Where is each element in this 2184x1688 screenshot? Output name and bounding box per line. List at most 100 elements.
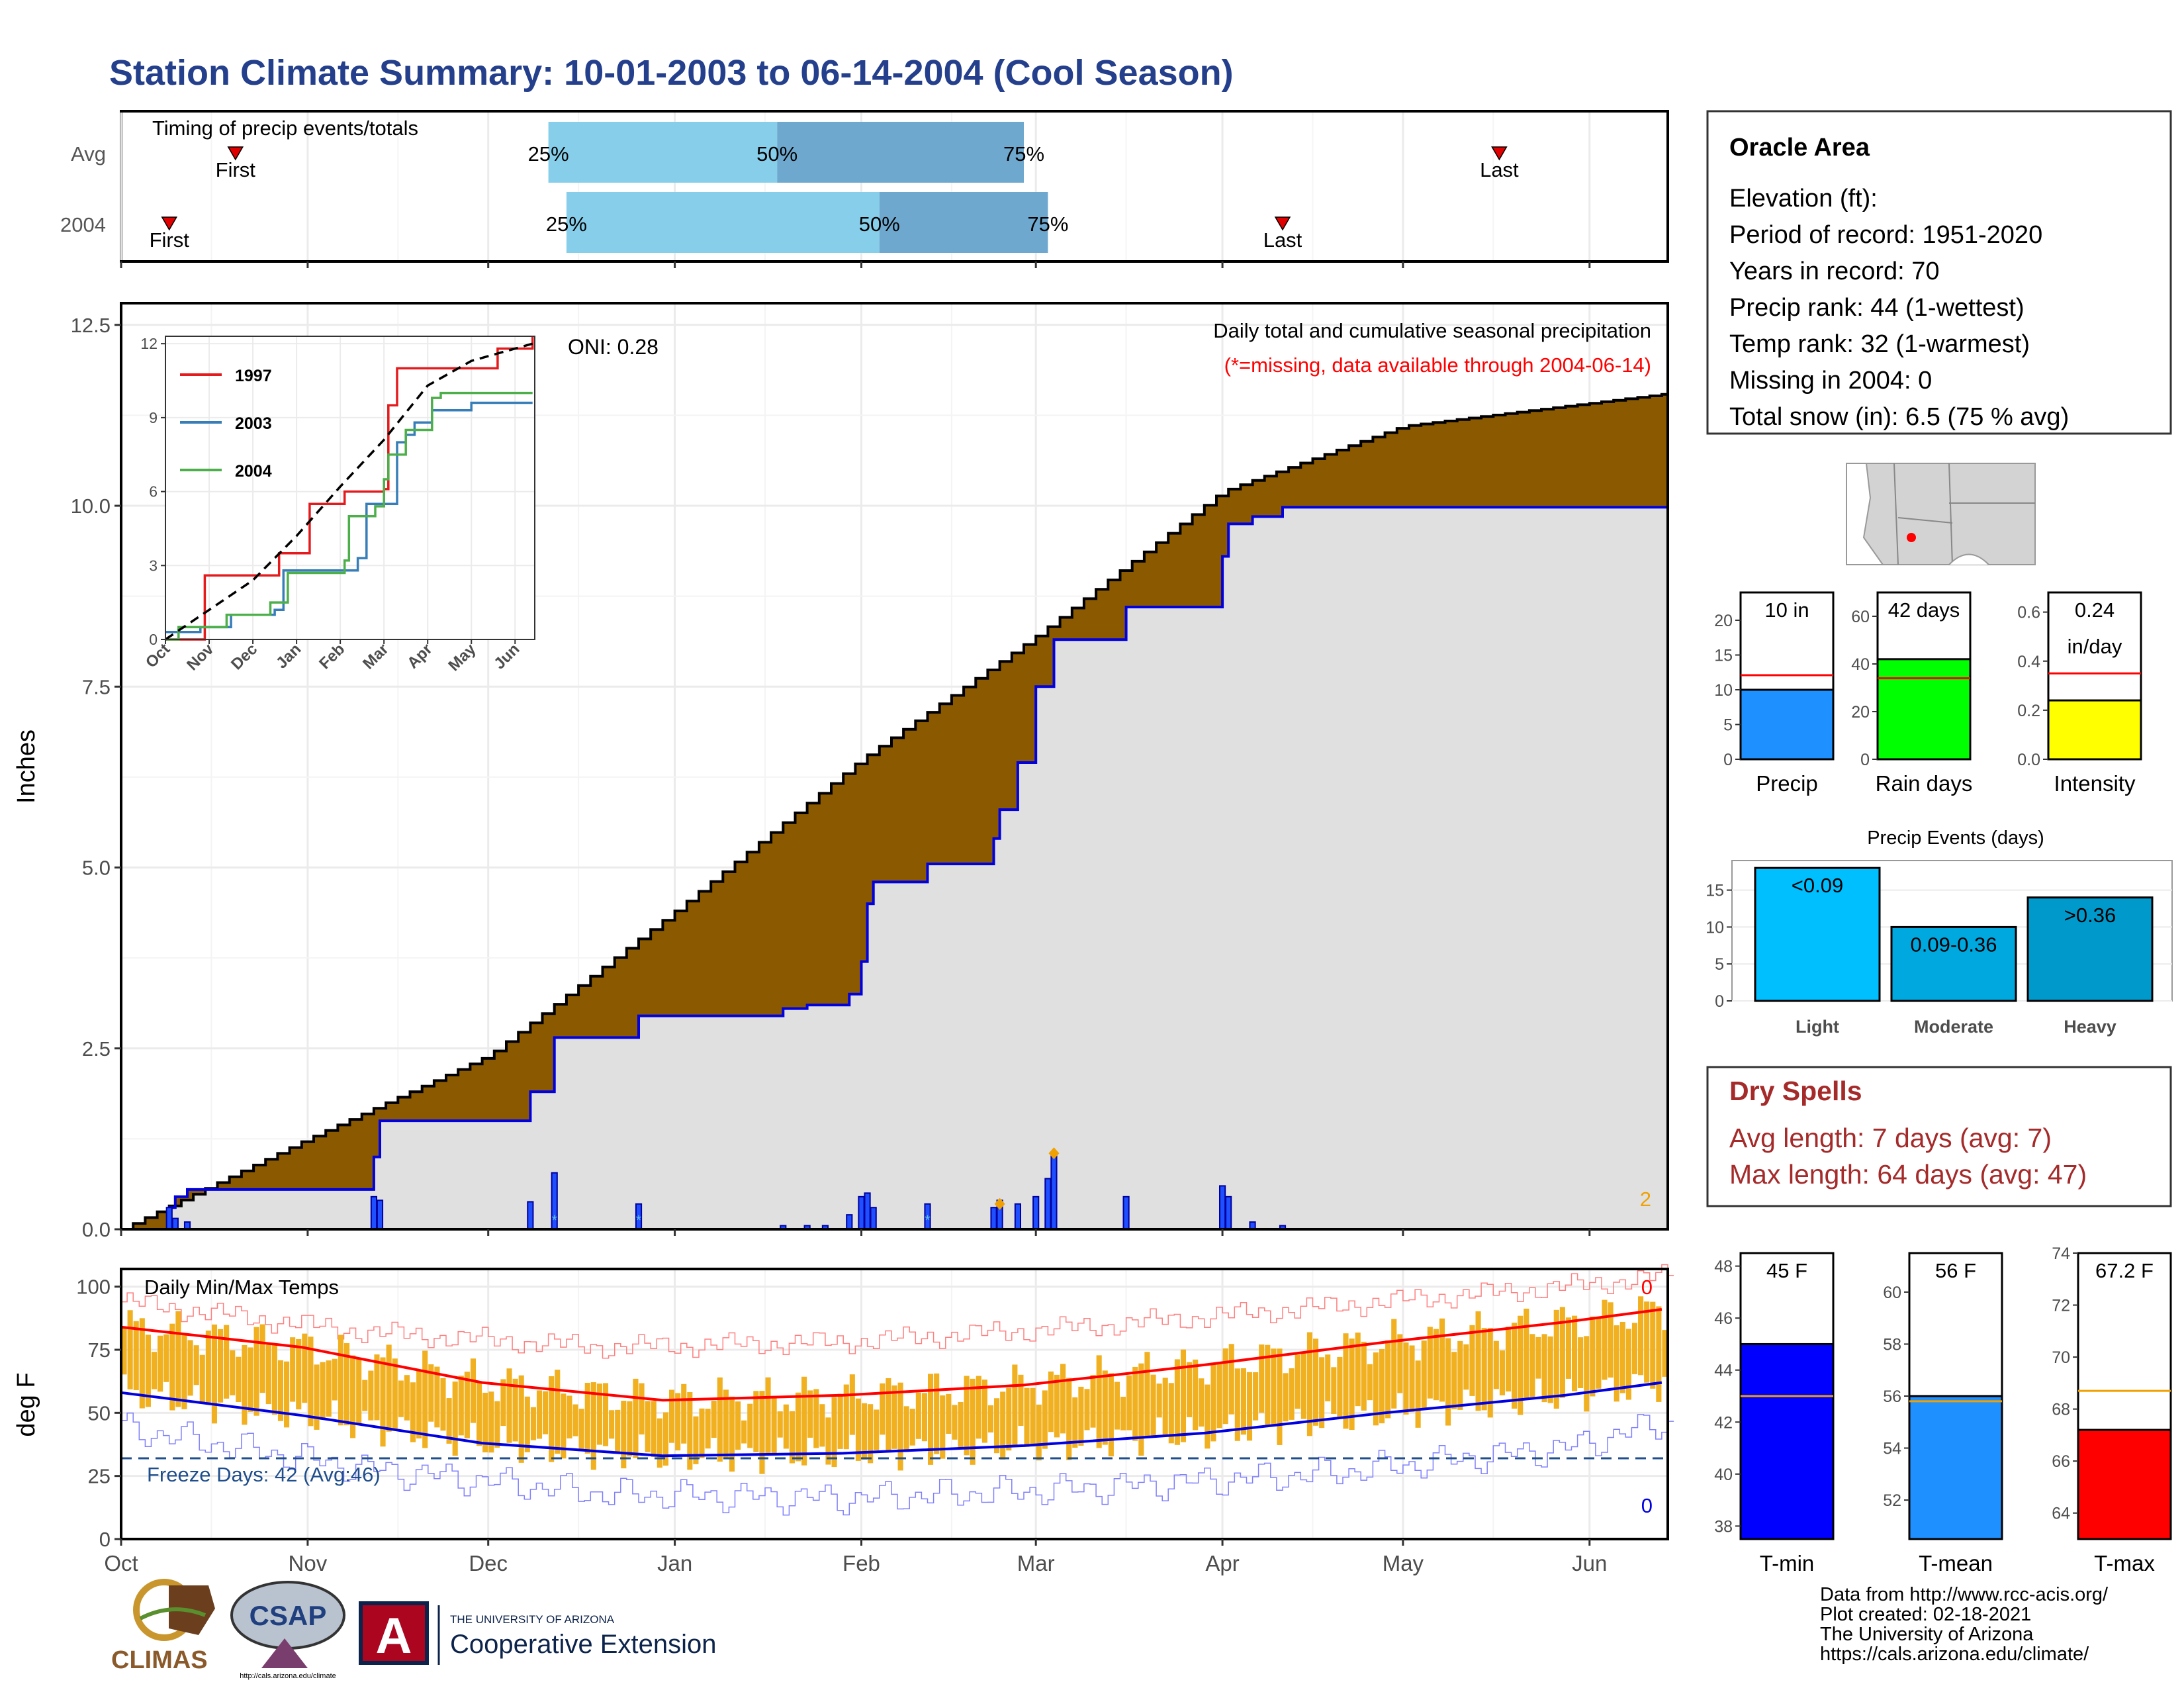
total-y-tick-label: 0.6 <box>2017 604 2040 622</box>
temp-daily-bar <box>1541 1334 1547 1403</box>
temp-daily-bar <box>1162 1378 1168 1436</box>
station-line-elevation: Elevation (ft): <box>1729 185 1878 212</box>
temp-summary-t-max: 67.2 F 64 66 68 70 72 74 T-max <box>2052 1244 2172 1575</box>
legend-label-2004: 2004 <box>235 462 272 481</box>
temp-daily-bar <box>1024 1387 1030 1447</box>
temp-daily-bar <box>458 1376 464 1436</box>
temp-daily-bar <box>1367 1364 1373 1401</box>
temp-daily-bar <box>1409 1345 1415 1413</box>
temp-daily-bar <box>1120 1397 1126 1430</box>
temp-x-tick-label: Jan <box>657 1551 692 1575</box>
temp-y-tick-label: 75 <box>88 1338 111 1362</box>
inset-y-tick-label: 3 <box>149 557 158 574</box>
temp-daily-bar <box>651 1401 657 1457</box>
timing-marker-first <box>161 216 178 231</box>
temp-daily-bar <box>662 1412 668 1466</box>
temp-daily-bar <box>374 1354 380 1421</box>
dry-spells-max: Max length: 64 days (avg: 47) <box>1729 1159 2087 1190</box>
temp-daily-bar <box>1650 1301 1656 1389</box>
temp-daily-bar <box>1150 1374 1156 1438</box>
temp-daily-bar <box>705 1409 711 1449</box>
temp-daily-bar <box>1578 1337 1584 1388</box>
temp-daily-bar <box>175 1311 181 1407</box>
record-high-count: 0 <box>1641 1276 1653 1299</box>
map-mexico <box>1948 553 1989 565</box>
total-value-label: 42 days <box>1888 598 1960 622</box>
precip-daily-bar <box>171 1217 179 1230</box>
timing-label-p75: 75% <box>1003 142 1044 165</box>
temp-panel-label: Daily Min/Max Temps <box>144 1276 339 1299</box>
footer-line-url: https://cals.arizona.edu/climate/ <box>1820 1644 2089 1665</box>
temp-daily-bar <box>133 1321 139 1390</box>
temp-panel: 0 25 50 75 100 Oct Nov Dec Jan Feb Mar Apr May Jun d… <box>13 1264 1674 1575</box>
temp-daily-bar <box>1030 1387 1036 1447</box>
temp-summary-tick-label: 64 <box>2052 1505 2070 1523</box>
temp-daily-bar <box>1493 1340 1499 1389</box>
climas-swoosh <box>139 1607 206 1620</box>
temp-daily-bar <box>958 1401 964 1449</box>
timing-bar-q2 <box>777 122 1024 183</box>
temp-daily-bar <box>1553 1309 1559 1409</box>
temp-daily-bar <box>302 1333 308 1403</box>
precip-daily-bar <box>858 1196 865 1230</box>
temp-daily-bar <box>1240 1368 1246 1435</box>
temp-daily-bar <box>1373 1352 1379 1426</box>
temp-daily-bar <box>127 1310 133 1389</box>
inset-series-lines <box>165 336 534 641</box>
temp-daily-bar <box>831 1397 837 1468</box>
station-line-temp-rank: Temp rank: 32 (1-warmest) <box>1729 330 2030 358</box>
temp-x-tick-label: Feb <box>842 1551 880 1575</box>
temp-daily-bar <box>825 1417 831 1465</box>
temp-daily-bar <box>1312 1338 1319 1426</box>
precip-corner-label: 2 <box>1640 1188 1651 1211</box>
station-info-box: Oracle Area Elevation (ft): Period of re… <box>1706 110 2172 435</box>
temp-daily-bar <box>994 1398 1000 1454</box>
temp-daily-bar <box>314 1364 320 1430</box>
temp-daily-bar <box>1631 1323 1638 1374</box>
temp-daily-bar <box>1193 1359 1199 1430</box>
temp-y-tick-label: 25 <box>88 1465 111 1488</box>
temp-daily-bar <box>1518 1315 1524 1415</box>
temp-daily-bar <box>248 1347 253 1412</box>
temp-summary-tick-label: 72 <box>2052 1297 2070 1315</box>
temp-daily-bar <box>1228 1344 1234 1415</box>
temp-daily-bar <box>1433 1329 1439 1401</box>
timing-marker-first <box>227 146 244 161</box>
temp-daily-bar <box>1259 1344 1265 1413</box>
temp-daily-bar <box>615 1409 621 1453</box>
totals-charts: 10 in 0 5 10 15 20 Precip 42 days 0 20 40 60 Rain da… <box>1714 591 2142 796</box>
temp-daily-bar <box>1036 1404 1042 1461</box>
temp-daily-bar <box>675 1393 681 1451</box>
temp-daily-bar <box>813 1389 819 1448</box>
temp-x-tick-label: Jun <box>1572 1551 1607 1575</box>
temp-daily-bar <box>1584 1336 1590 1412</box>
total-bar <box>2047 699 2142 761</box>
precip-y-tick-label: 10.0 <box>71 494 111 518</box>
precip-daily-bar <box>846 1214 853 1230</box>
ua-logo: A THE UNIVERSITY OF ARIZONA Cooperative … <box>359 1601 716 1665</box>
total-y-tick-label: 5 <box>1723 716 1733 735</box>
temp-daily-bar <box>1451 1352 1457 1409</box>
total-chart-precip: 10 in 0 5 10 15 20 Precip <box>1714 591 1835 796</box>
temp-daily-bar <box>1391 1319 1397 1409</box>
temp-daily-bar <box>512 1378 518 1442</box>
temp-daily-bar <box>1445 1338 1451 1426</box>
total-y-tick-label: 20 <box>1714 612 1733 630</box>
temp-daily-bar <box>482 1392 488 1453</box>
precip-daily-bar <box>870 1207 877 1230</box>
temp-summary-label: T-mean <box>1919 1551 1993 1575</box>
temp-summary-tick-label: 56 <box>1883 1387 1901 1406</box>
temp-daily-bar <box>1590 1316 1596 1397</box>
temp-daily-bar <box>711 1401 717 1438</box>
precip-daily-bar <box>370 1196 378 1230</box>
timing-label: Timing of precip events/totals <box>152 117 418 140</box>
temp-summary-tick-label: 74 <box>2052 1244 2070 1263</box>
temp-daily-bar <box>392 1358 398 1430</box>
temp-daily-bar <box>1625 1329 1631 1400</box>
temp-daily-bar <box>1289 1368 1295 1420</box>
total-bar <box>1739 688 1835 761</box>
temp-daily-bar <box>1180 1349 1187 1442</box>
temp-daily-bar <box>1126 1375 1132 1430</box>
temp-x-tick-label: Oct <box>104 1551 138 1575</box>
total-value-label: 0.24 <box>2075 598 2115 622</box>
